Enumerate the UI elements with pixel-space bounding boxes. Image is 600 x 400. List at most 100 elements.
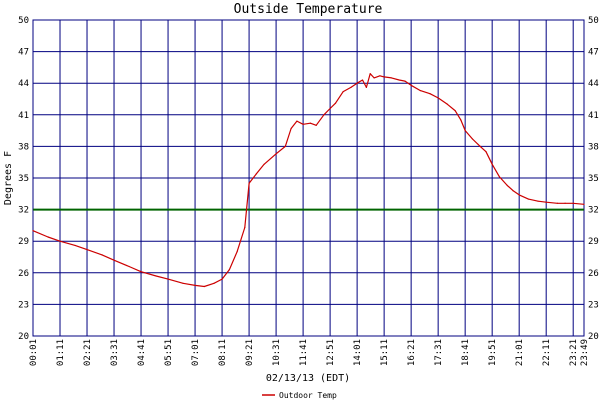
y-tick-label-right: 29 <box>588 237 599 247</box>
y-tick-label-right: 23 <box>588 300 599 310</box>
series-line-outdoor-temp <box>32 73 585 288</box>
data-point <box>383 76 385 78</box>
data-point <box>263 163 265 165</box>
data-point <box>419 89 421 92</box>
data-point <box>74 244 76 247</box>
x-tick-label: 18:41 <box>461 339 471 366</box>
y-tick-label-left: 32 <box>18 206 29 216</box>
data-point <box>454 109 456 112</box>
data-point <box>572 202 574 204</box>
data-point <box>564 202 566 204</box>
y-tick-label-right: 35 <box>588 174 599 184</box>
data-point <box>284 145 286 147</box>
data-point <box>342 91 344 93</box>
y-tick-label-right: 38 <box>588 142 599 152</box>
data-point <box>506 184 508 186</box>
x-tick-label: 09:21 <box>245 339 255 366</box>
data-point <box>329 107 331 110</box>
data-point <box>518 194 520 196</box>
data-point <box>302 123 304 125</box>
data-point <box>296 120 298 122</box>
data-point <box>498 176 501 178</box>
x-tick-label: 10:31 <box>272 339 282 366</box>
data-point <box>182 282 184 284</box>
x-tick-label: 21:01 <box>515 339 525 366</box>
data-point <box>213 282 215 284</box>
data-point <box>59 240 61 242</box>
data-point <box>464 130 466 132</box>
y-tick-label-left: 44 <box>18 79 29 89</box>
data-point <box>309 122 312 124</box>
data-point <box>32 230 34 232</box>
x-tick-label: 15:11 <box>380 339 390 366</box>
data-point <box>512 190 514 192</box>
data-point <box>101 254 103 256</box>
y-tick-label-right: 41 <box>588 111 599 121</box>
y-tick-label-right: 20 <box>588 332 599 342</box>
data-point <box>350 86 352 89</box>
legend: Outdoor Temp <box>262 391 337 400</box>
data-point <box>404 80 406 82</box>
data-point <box>236 251 238 253</box>
x-tick-label: 04:41 <box>137 339 147 366</box>
data-point <box>471 138 474 140</box>
x-tick-label: 16:21 <box>407 339 417 366</box>
y-axis-label: Degrees F <box>3 151 14 205</box>
data-point <box>113 259 115 261</box>
data-point <box>167 278 169 280</box>
data-point <box>248 182 250 184</box>
y-tick-label-right: 32 <box>588 206 599 216</box>
data-point <box>365 86 367 89</box>
data-point <box>47 236 49 238</box>
data-point <box>128 265 130 268</box>
x-tick-label: 00:01 <box>29 339 39 366</box>
grid-layer <box>32 19 585 337</box>
x-tick-label: 19:51 <box>488 339 498 366</box>
data-point <box>479 145 481 147</box>
data-point <box>429 93 431 95</box>
y-tick-label-left: 20 <box>18 332 29 342</box>
y-tick-label-left: 41 <box>18 111 29 121</box>
x-tick-label: 01:11 <box>56 339 66 366</box>
data-point <box>356 82 358 84</box>
data-point <box>315 124 317 126</box>
series-layer <box>32 73 585 288</box>
y-tick-label-right: 26 <box>588 269 599 279</box>
data-point <box>537 200 539 202</box>
x-tick-label: 17:31 <box>434 339 444 366</box>
y-tick-label-left: 26 <box>18 269 29 279</box>
x-tick-label: 22:11 <box>542 339 552 366</box>
data-point <box>460 119 462 121</box>
data-point <box>491 163 493 165</box>
data-point <box>334 102 337 104</box>
data-point <box>410 84 412 86</box>
data-point <box>446 103 449 105</box>
data-point <box>323 114 325 116</box>
data-point <box>194 284 196 287</box>
data-point <box>221 278 223 280</box>
y-tick-label-right: 47 <box>588 48 599 58</box>
data-point <box>556 202 558 204</box>
x-tick-label: 05:51 <box>164 339 174 366</box>
x-tick-label: 11:41 <box>299 339 309 366</box>
y-tick-label-right: 50 <box>588 16 599 26</box>
x-tick-label: 08:11 <box>218 339 228 366</box>
legend-label-outdoor-temp: Outdoor Temp <box>279 391 337 400</box>
x-tick-label: 14:01 <box>353 339 363 366</box>
data-point <box>155 275 157 277</box>
data-point <box>390 77 393 79</box>
data-point <box>203 285 205 288</box>
data-point <box>140 271 142 273</box>
data-point <box>255 173 258 175</box>
y-tick-label-left: 50 <box>18 16 29 26</box>
y-tick-label-left: 38 <box>18 142 29 152</box>
x-tick-label: 23:49 <box>580 339 590 366</box>
tick-layer: 20 20 23 23 26 26 29 29 32 32 35 35 38 38 41 41 44 44 47 47… <box>18 16 599 366</box>
data-point <box>545 201 547 203</box>
y-tick-label-left: 23 <box>18 300 29 310</box>
x-axis-label: 02/13/13 (EDT) <box>266 373 350 384</box>
data-point <box>379 75 381 77</box>
x-tick-label: 23:21 <box>569 339 579 366</box>
data-point <box>86 249 88 251</box>
